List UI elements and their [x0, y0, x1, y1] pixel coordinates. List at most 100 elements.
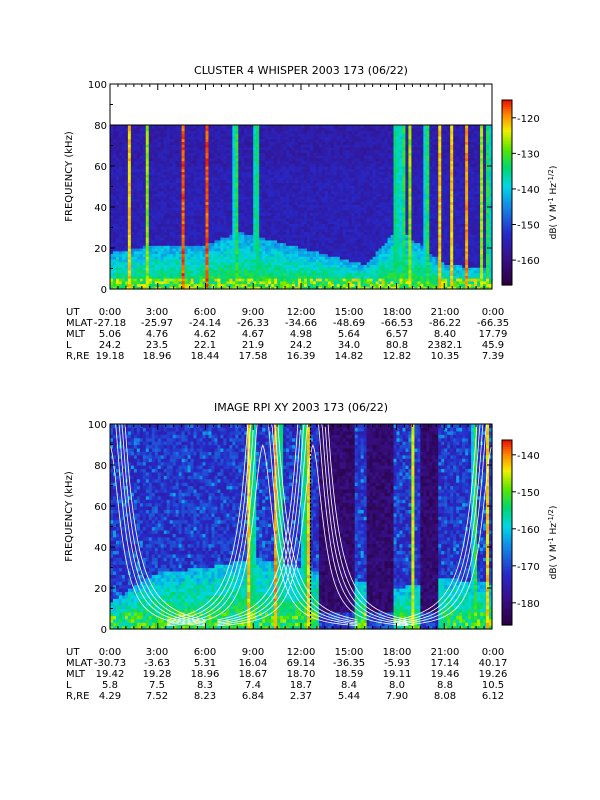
colorbar-step: [502, 458, 512, 462]
colorbar-step: [502, 180, 512, 184]
colorbar-step: [502, 546, 512, 550]
colorbar-step: [502, 111, 512, 115]
colorbar-step: [502, 160, 512, 164]
colorbar-step: [502, 604, 512, 608]
ephemeris-row-label: L: [66, 340, 72, 351]
ephemeris-cell: -34.66: [285, 318, 317, 329]
colorbar-step: [502, 120, 512, 124]
y-tick-label: 40: [94, 203, 107, 214]
chart-title: CLUSTER 4 WHISPER 2003 173 (06/22): [194, 64, 408, 77]
colorbar-step: [502, 622, 512, 626]
colorbar-step: [502, 100, 512, 103]
colorbar-step: [502, 608, 512, 612]
colorbar-step: [502, 197, 512, 201]
ephemeris-cell: 5.06: [99, 329, 121, 340]
y-tick-label: 100: [88, 80, 107, 91]
colorbar-step: [502, 588, 512, 591]
colorbar-step: [502, 569, 512, 573]
colorbar-step: [502, 192, 512, 196]
colorbar-step: [502, 169, 512, 173]
colorbar-tick-label: -150: [517, 488, 540, 499]
colorbar-step: [502, 490, 512, 494]
colorbar-step: [502, 611, 512, 615]
colorbar-step: [502, 467, 512, 471]
colorbar: -120 -130 -140 -150 -160 dB( V M-1 Hz-1/2): [501, 99, 559, 286]
colorbar-step: [502, 585, 512, 589]
ephemeris-cell: 18.59: [335, 669, 364, 680]
ephemeris-cell: 8.08: [434, 691, 456, 702]
colorbar-step: [502, 153, 512, 157]
y-tick-label: 40: [94, 543, 107, 554]
colorbar-step: [502, 523, 512, 527]
colorbar-step: [502, 615, 512, 619]
colorbar-step: [502, 213, 512, 217]
ephemeris-cell: 19.26: [479, 669, 508, 680]
y-axis-label: FREQUENCY (kHz): [64, 131, 75, 222]
colorbar-label-part: Hz: [549, 183, 559, 198]
ephemeris-row-label: MLT: [66, 329, 86, 340]
ephemeris-cell: 24.2: [99, 340, 121, 351]
colorbar-step: [502, 264, 512, 268]
colorbar-label-text: dB( V M-1 Hz-1/2): [547, 506, 559, 580]
colorbar-step: [502, 150, 512, 154]
ephemeris-cell: 5.31: [194, 658, 216, 669]
colorbar-tick-label: -160: [517, 525, 540, 536]
chart-panel-1: CLUSTER 4 WHISPER 2003 173 (06/22) 0 20 40 6…: [64, 64, 559, 362]
colorbar-step: [502, 578, 512, 582]
ephemeris-table: UT 0:00 3:00 6:00 9:00 12:00 15:00 18:00 21:00 0:…: [66, 647, 507, 702]
ephemeris-cell: 12:00: [287, 647, 316, 658]
colorbar-step: [502, 118, 512, 122]
colorbar-step: [502, 185, 512, 189]
colorbar-step: [502, 541, 512, 545]
colorbar-step: [502, 497, 512, 501]
ephemeris-cell: 18.67: [239, 669, 268, 680]
ephemeris-cell: 34.0: [338, 340, 360, 351]
ephemeris-cell: 15:00: [335, 307, 364, 318]
colorbar-step: [502, 194, 512, 198]
colorbar-label-part: dB( V M: [549, 204, 559, 239]
ephemeris-table: UT 0:00 3:00 6:00 9:00 12:00 15:00 18:00 21:00 0:…: [66, 307, 509, 362]
ephemeris-cell: 4.29: [99, 691, 121, 702]
colorbar-step: [502, 261, 512, 265]
colorbar-step: [502, 155, 512, 159]
ephemeris-cell: 8.23: [194, 691, 216, 702]
colorbar-step: [502, 571, 512, 575]
colorbar-step: [502, 227, 512, 231]
colorbar-step: [502, 442, 512, 446]
ephemeris-cell: -25.97: [141, 318, 173, 329]
ephemeris-cell: 17.14: [431, 658, 460, 669]
colorbar-step: [502, 446, 512, 450]
colorbar-step: [502, 472, 512, 476]
colorbar-step: [502, 449, 512, 453]
colorbar-step: [502, 530, 512, 534]
colorbar-step: [502, 514, 512, 517]
ephemeris-cell: 5.64: [338, 329, 360, 340]
colorbar-step: [502, 139, 512, 143]
colorbar-step: [502, 527, 512, 531]
colorbar-tick-label: -140: [517, 451, 540, 462]
chart-title: IMAGE RPI XY 2003 173 (06/22): [214, 401, 388, 414]
colorbar-label-part: ): [549, 166, 559, 170]
ephemeris-cell: -30.73: [94, 658, 126, 669]
colorbar-step: [502, 146, 512, 150]
ephemeris-cell: 4.76: [146, 329, 168, 340]
ephemeris-cell: 19.11: [383, 669, 412, 680]
ephemeris-cell: 18.7: [290, 680, 312, 691]
colorbar-step: [502, 479, 512, 483]
colorbar-step: [502, 516, 512, 520]
colorbar-step: [502, 477, 512, 480]
ephemeris-cell: 6:00: [194, 307, 216, 318]
colorbar-step: [502, 553, 512, 557]
ephemeris-cell: 8.8: [437, 680, 453, 691]
colorbar-tick-label: -130: [517, 149, 540, 160]
ephemeris-cell: 9:00: [242, 307, 264, 318]
colorbar-label-part: -1: [547, 197, 555, 204]
colorbar-step: [502, 557, 512, 561]
colorbar-step: [502, 518, 512, 522]
y-tick-label: 100: [88, 420, 107, 431]
colorbar-step: [502, 576, 512, 580]
ephemeris-cell: 3:00: [146, 647, 168, 658]
colorbar-step: [502, 463, 512, 467]
colorbar-frame: [501, 99, 513, 286]
colorbar: -140 -150 -160 -170 -180 dB( V M-1 Hz-1/2): [501, 439, 559, 626]
